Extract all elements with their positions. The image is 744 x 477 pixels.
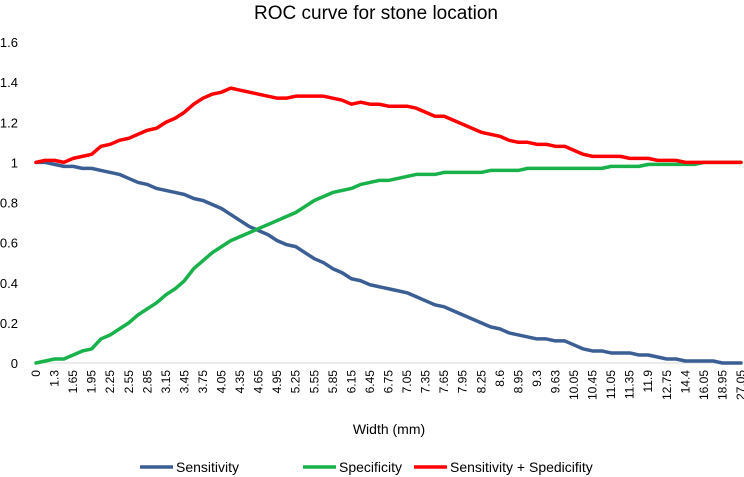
y-tick-label: 1.2 [0, 115, 18, 130]
x-tick-label: 3.15 [159, 370, 173, 394]
x-tick-label: 11.35 [623, 370, 637, 399]
series-line-sensitivity-spedicifity [34, 86, 743, 165]
x-tick-label: 4.35 [233, 370, 247, 394]
x-tick-label: 5.85 [326, 370, 340, 394]
x-tick-label: 3.45 [177, 370, 191, 394]
y-tick-label: 1.6 [0, 35, 18, 50]
y-tick-label: 1 [11, 155, 18, 170]
x-tick-label: 9.63 [548, 370, 562, 394]
x-tick-label: 16.05 [697, 370, 711, 400]
x-tick-label: 6.15 [344, 370, 358, 394]
x-tick-label: 3.75 [196, 370, 210, 394]
y-tick-label: 0.6 [0, 236, 18, 251]
y-tick-label: 0.2 [0, 316, 18, 331]
y-tick-label: 0.8 [0, 196, 18, 211]
legend-label: Specificity [339, 459, 402, 475]
x-tick-label: 5.55 [307, 370, 321, 394]
x-tick-label: 0 [29, 370, 43, 377]
x-tick-label: 9.3 [530, 370, 544, 387]
x-axis-ticks: 0 1.3 1.65 1.95 2.25 2.55 2.85 3.15 3.45 3.75 4.05… [29, 370, 744, 400]
x-tick-label: 11.05 [604, 370, 618, 399]
x-tick-label: 12.75 [660, 370, 674, 400]
x-tick-label: 7.95 [456, 370, 470, 394]
y-tick-label: 0.4 [0, 276, 18, 291]
x-tick-label: 2.25 [103, 370, 117, 394]
y-axis-ticks: 0 0.2 0.4 0.6 0.8 1 1.2 1.4 1.6 [0, 35, 18, 371]
x-tick-label: 4.95 [270, 370, 284, 394]
x-tick-label: 7.05 [400, 370, 414, 394]
x-tick-label: 10.45 [586, 370, 600, 400]
x-tick-label: 1.65 [66, 370, 80, 394]
x-tick-label: 2.55 [122, 370, 136, 394]
x-tick-label: 10.05 [567, 370, 581, 400]
series-line-specificity [34, 160, 743, 365]
x-tick-label: 4.65 [252, 370, 266, 394]
y-tick-label: 0 [11, 356, 18, 371]
legend-label: Sensitivity [176, 459, 239, 475]
x-tick-label: 5.25 [289, 370, 303, 394]
x-tick-label: 7.35 [419, 370, 433, 394]
legend: Sensitivity Specificity Sensitivity + Sped… [140, 459, 593, 475]
x-tick-label: 18.95 [715, 370, 729, 400]
series-lines [34, 86, 743, 365]
x-tick-label: 8.6 [493, 370, 507, 387]
x-tick-label: 27.05 [734, 370, 744, 400]
x-tick-label: 4.05 [215, 370, 229, 394]
x-tick-label: 1.3 [48, 370, 62, 387]
x-tick-label: 11.9 [641, 370, 655, 393]
x-tick-label: 8.95 [511, 370, 525, 394]
x-tick-label: 8.25 [474, 370, 488, 394]
x-tick-label: 6.45 [363, 370, 377, 394]
x-axis-label: Width (mm) [353, 421, 425, 437]
chart-title: ROC curve for stone location [254, 3, 498, 24]
legend-label: Sensitivity + Spedicifity [450, 459, 593, 475]
y-tick-label: 1.4 [0, 75, 18, 90]
x-tick-label: 7.65 [437, 370, 451, 394]
x-tick-label: 2.85 [140, 370, 154, 394]
x-tick-label: 14.4 [678, 370, 692, 394]
series-line-sensitivity [34, 160, 743, 365]
x-tick-label: 1.95 [85, 370, 99, 394]
x-tick-label: 6.75 [382, 370, 396, 394]
